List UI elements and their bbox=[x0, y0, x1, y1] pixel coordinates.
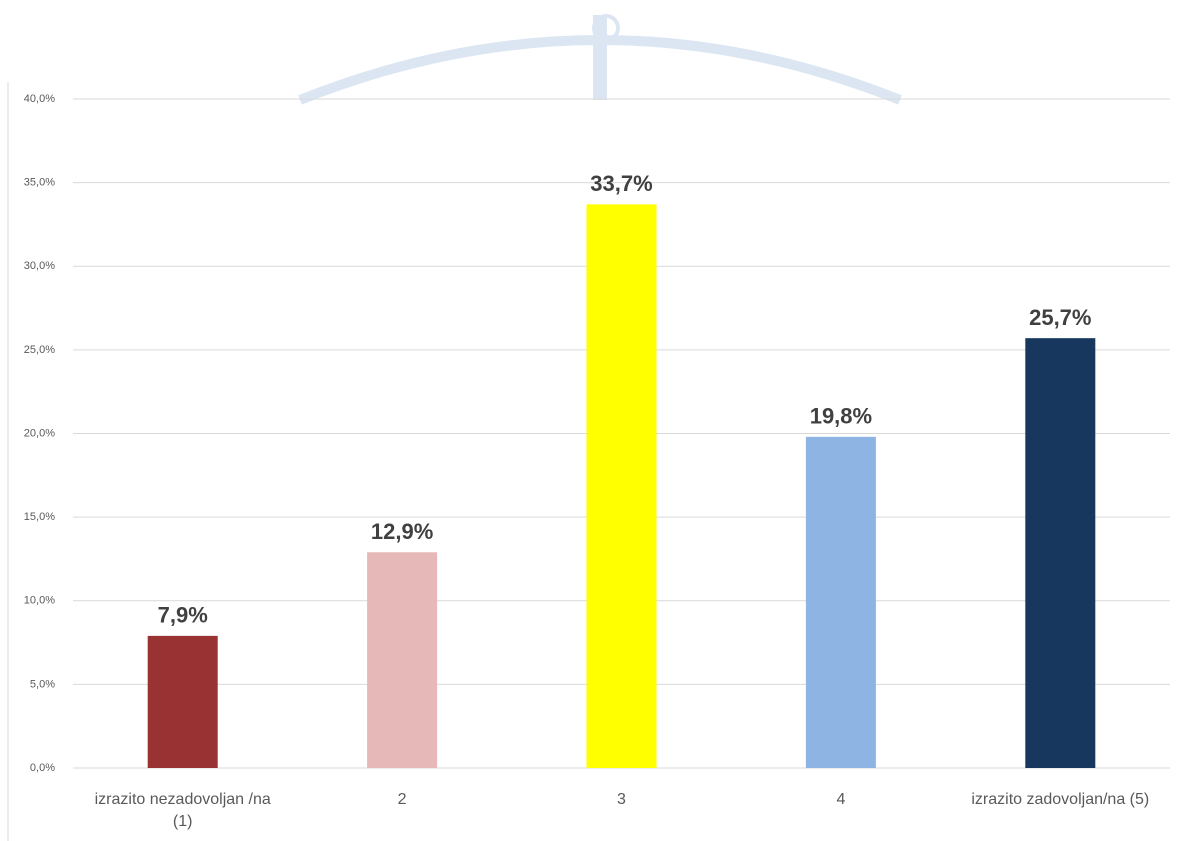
bar bbox=[1025, 338, 1096, 768]
y-tick-label: 10,0% bbox=[24, 595, 55, 607]
data-label: 33,7% bbox=[590, 171, 652, 196]
bar bbox=[367, 552, 438, 768]
bar bbox=[147, 635, 218, 768]
x-tick-label: 3 bbox=[617, 791, 626, 808]
x-tick-label: izrazito zadovoljan/na (5) bbox=[971, 791, 1150, 808]
bar bbox=[586, 204, 657, 768]
data-label: 25,7% bbox=[1029, 305, 1091, 330]
y-tick-label: 20,0% bbox=[24, 427, 55, 439]
watermark bbox=[298, 14, 902, 105]
y-tick-label: 0,0% bbox=[30, 762, 55, 774]
data-label: 19,8% bbox=[810, 404, 872, 429]
data-label: 7,9% bbox=[158, 603, 208, 628]
x-tick-label: 2 bbox=[397, 791, 407, 808]
y-tick-label: 35,0% bbox=[24, 177, 55, 189]
x-tick-label: izrazito nezadovoljan /na (1) bbox=[94, 791, 271, 830]
y-tick-label: 25,0% bbox=[24, 344, 55, 356]
y-tick-label: 5,0% bbox=[30, 678, 55, 690]
data-label: 12,9% bbox=[371, 519, 433, 544]
bar bbox=[805, 436, 876, 768]
y-tick-label: 30,0% bbox=[24, 260, 55, 272]
y-tick-label: 15,0% bbox=[24, 511, 55, 523]
x-tick-label: 4 bbox=[836, 791, 846, 808]
y-tick-label: 40,0% bbox=[24, 93, 55, 105]
